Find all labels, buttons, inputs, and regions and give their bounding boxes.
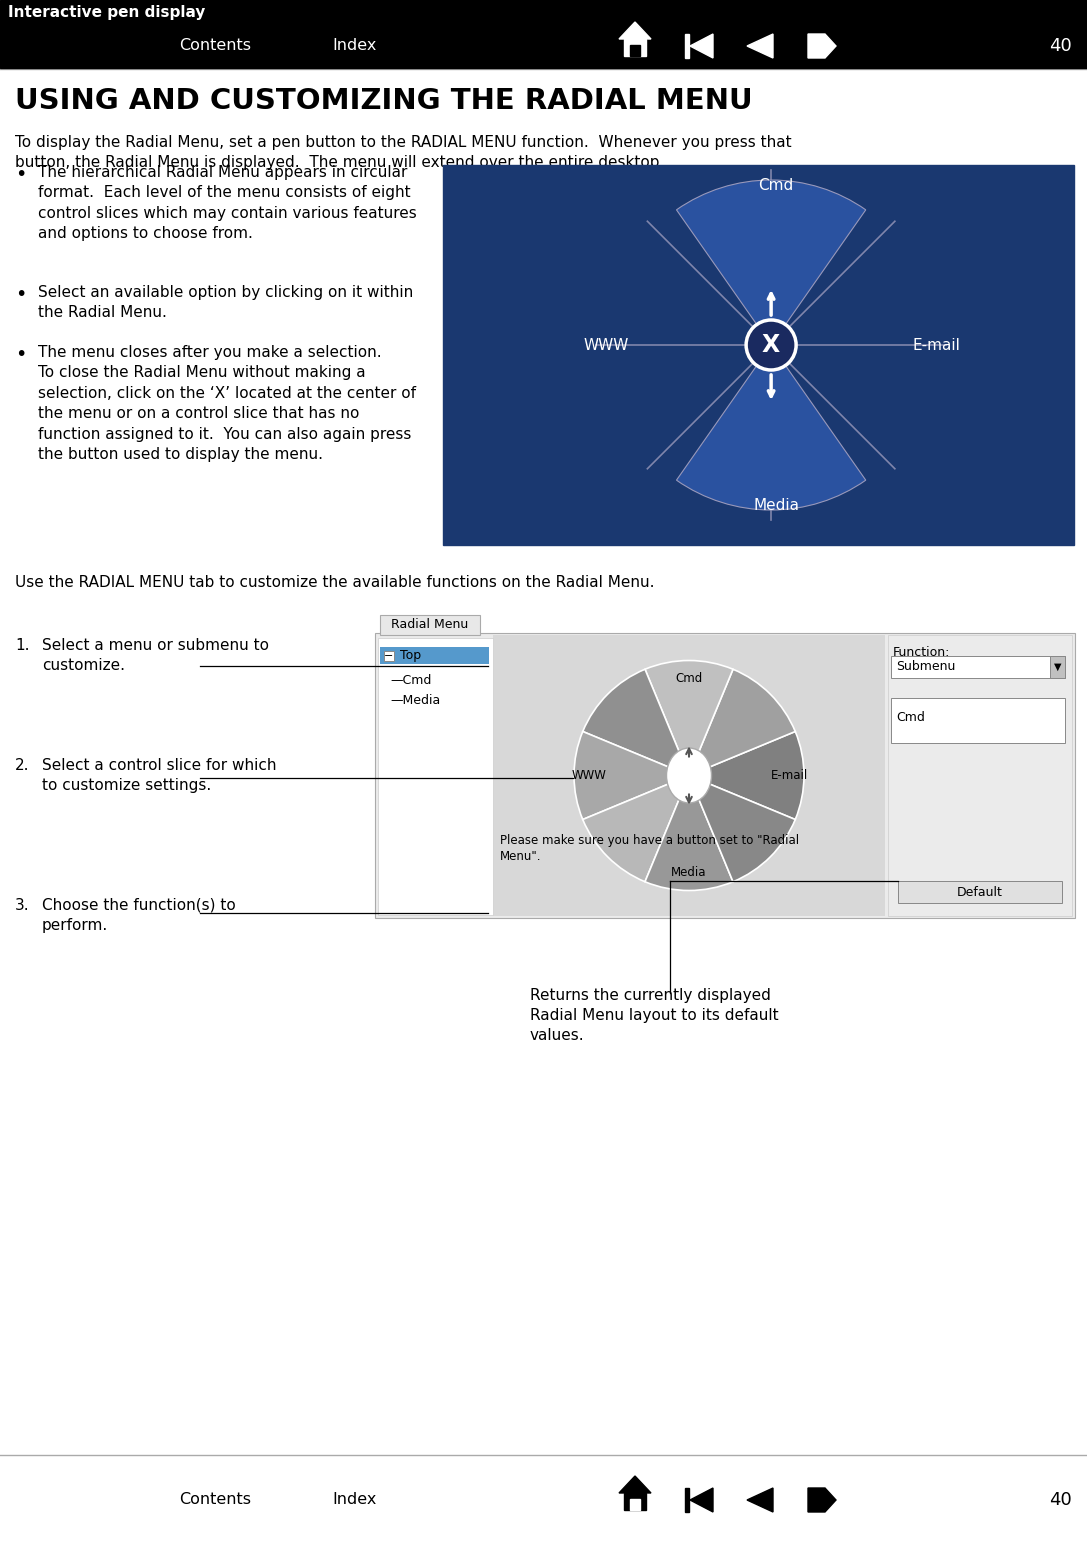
- Wedge shape: [574, 731, 689, 819]
- Text: Interactive pen display: Interactive pen display: [8, 5, 205, 20]
- Text: Index: Index: [333, 39, 377, 53]
- Wedge shape: [583, 776, 689, 882]
- Bar: [0, 0, 1087, 68]
- Text: To display the Radial Menu, set a pen button to the RADIAL MENU function.  Whene: To display the Radial Menu, set a pen bu…: [15, 135, 791, 171]
- Bar: [380, 614, 480, 634]
- Bar: [375, 633, 1075, 917]
- Text: Use the RADIAL MENU tab to customize the available functions on the Radial Menu.: Use the RADIAL MENU tab to customize the…: [15, 575, 654, 589]
- Text: Label:: Label:: [894, 708, 932, 722]
- Wedge shape: [583, 669, 689, 776]
- Text: —Cmd: —Cmd: [390, 673, 432, 686]
- Ellipse shape: [666, 748, 712, 802]
- Wedge shape: [645, 661, 733, 776]
- Text: Returns the currently displayed
Radial Menu layout to its default
values.: Returns the currently displayed Radial M…: [530, 987, 778, 1042]
- Wedge shape: [645, 776, 733, 891]
- Text: Select a menu or submenu to
customize.: Select a menu or submenu to customize.: [42, 638, 268, 673]
- Text: −: −: [385, 652, 393, 661]
- Text: 3.: 3.: [15, 897, 29, 913]
- Text: Submenu: Submenu: [896, 661, 955, 673]
- Bar: [685, 34, 689, 58]
- Text: Cmd: Cmd: [675, 672, 702, 686]
- Text: USING AND CUSTOMIZING THE RADIAL MENU: USING AND CUSTOMIZING THE RADIAL MENU: [15, 87, 752, 115]
- Wedge shape: [676, 345, 865, 510]
- Text: Cmd: Cmd: [759, 177, 794, 193]
- Polygon shape: [619, 1476, 651, 1493]
- Polygon shape: [747, 34, 773, 58]
- Text: Media: Media: [672, 866, 707, 879]
- Text: Top: Top: [400, 648, 421, 661]
- Bar: [898, 882, 1062, 903]
- Text: Contents: Contents: [179, 1493, 251, 1507]
- Bar: [378, 638, 493, 914]
- Bar: [630, 45, 640, 56]
- Wedge shape: [689, 669, 796, 776]
- Bar: [888, 634, 1072, 916]
- Bar: [630, 1499, 640, 1510]
- Bar: [891, 656, 1065, 678]
- Text: E-mail: E-mail: [771, 770, 808, 782]
- Text: The hierarchical Radial Menu appears in circular
format.  Each level of the menu: The hierarchical Radial Menu appears in …: [38, 165, 416, 241]
- Text: Function:: Function:: [894, 645, 950, 659]
- Text: X: X: [762, 333, 780, 358]
- Bar: [891, 698, 1065, 743]
- Text: •: •: [15, 345, 26, 364]
- Text: Choose the function(s) to
perform.: Choose the function(s) to perform.: [42, 897, 236, 933]
- Bar: [624, 1493, 646, 1510]
- Polygon shape: [808, 1488, 836, 1511]
- Bar: [493, 634, 885, 916]
- Text: 2.: 2.: [15, 757, 29, 773]
- Text: Contents: Contents: [179, 39, 251, 53]
- Bar: [1050, 656, 1065, 678]
- Text: 1.: 1.: [15, 638, 29, 653]
- Text: Media: Media: [753, 498, 799, 513]
- Text: —Media: —Media: [390, 694, 440, 706]
- Text: The menu closes after you make a selection.
To close the Radial Menu without mak: The menu closes after you make a selecti…: [38, 345, 416, 462]
- Polygon shape: [747, 1488, 773, 1511]
- Text: Index: Index: [333, 1493, 377, 1507]
- Text: Select an available option by clicking on it within
the Radial Menu.: Select an available option by clicking o…: [38, 285, 413, 320]
- Text: E-mail: E-mail: [912, 337, 960, 353]
- Text: 40: 40: [1049, 37, 1072, 54]
- Text: Cmd: Cmd: [896, 711, 925, 725]
- Text: Select a control slice for which
to customize settings.: Select a control slice for which to cust…: [42, 757, 276, 793]
- Text: WWW: WWW: [572, 770, 607, 782]
- Text: 40: 40: [1049, 1491, 1072, 1508]
- Circle shape: [746, 320, 796, 370]
- Bar: [624, 39, 646, 56]
- Polygon shape: [619, 22, 651, 39]
- Text: Default: Default: [957, 885, 1003, 899]
- Wedge shape: [689, 776, 796, 882]
- Text: •: •: [15, 285, 26, 303]
- Text: ▼: ▼: [1054, 662, 1062, 672]
- Bar: [380, 647, 489, 664]
- Text: Please make sure you have a button set to "Radial
Menu".: Please make sure you have a button set t…: [500, 833, 799, 863]
- Text: Radial Menu: Radial Menu: [391, 619, 468, 631]
- Polygon shape: [808, 34, 836, 58]
- Bar: [384, 652, 393, 661]
- Polygon shape: [690, 34, 713, 58]
- Text: •: •: [15, 165, 26, 183]
- Polygon shape: [690, 1488, 713, 1511]
- Wedge shape: [676, 180, 865, 345]
- Bar: [443, 165, 1074, 544]
- Bar: [685, 1488, 689, 1511]
- Text: WWW: WWW: [584, 337, 628, 353]
- Wedge shape: [689, 731, 804, 819]
